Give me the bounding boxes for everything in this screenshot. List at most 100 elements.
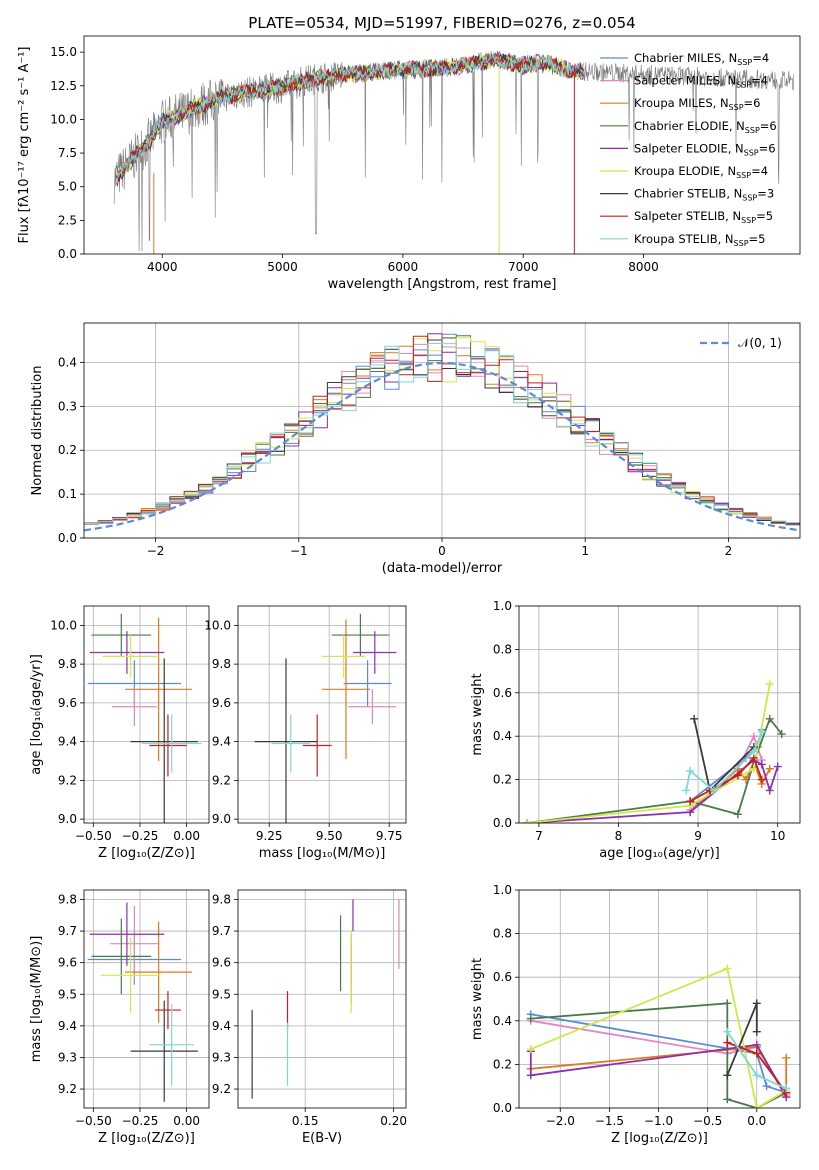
y-tick-label: 0.2 (493, 773, 512, 787)
plus-marker (782, 1053, 791, 1062)
x-tick-label: −1.0 (644, 1114, 673, 1128)
plus-marker (526, 1045, 535, 1054)
x-tick-label: 8 (615, 829, 623, 843)
plus-marker (733, 810, 742, 819)
legend-label-main: Chabrier ELODIE, N (634, 119, 745, 133)
age-vs-Z-panel: −0.50 −0.25 0.00 9.0 9.2 9.4 9.6 9.8 10.0 Z [log₁… (29, 605, 210, 861)
legend-label-tail: =5 (749, 232, 766, 246)
plus-marker (757, 775, 766, 784)
plus-marker (749, 732, 758, 741)
errorbar-chabrier-miles (343, 660, 392, 707)
errorbar-chabrier-elodie (91, 918, 152, 995)
plus-marker (777, 730, 786, 739)
x-tick-label: 9.50 (316, 829, 343, 843)
series-line (529, 1043, 787, 1098)
plot-frame (83, 605, 210, 824)
y-tick-label: 0.0 (58, 247, 77, 261)
y-tick-label: 0.0 (58, 531, 77, 545)
model-spectrum-chabrier-stelib (116, 52, 584, 182)
errorbar-marks (87, 613, 202, 823)
plus-marker (723, 1027, 732, 1036)
x-tick-label: 9 (694, 829, 702, 843)
legend-label-main: Salpeter ELODIE, N (634, 141, 744, 155)
y-axis-label: mass [log₁₀(M/M⊙)] (29, 936, 44, 1063)
legend-label-main: Kroupa ELODIE, N (634, 164, 736, 178)
x-tick-label: 6000 (388, 260, 419, 274)
x-tick-label: −1 (290, 544, 308, 558)
y-tick-label: 9.2 (58, 1082, 77, 1096)
legend-label-salpeter-miles: Salpeter MILES, NSSP=4 (634, 74, 768, 90)
y-tick-label: 9.4 (212, 1019, 231, 1033)
series-kroupa-stelib (682, 727, 766, 795)
errorbar-salpeter-elodie (89, 902, 165, 966)
x-tick-label: −0.50 (75, 829, 112, 843)
x-axis-label: Z [log₁₀(Z/Z⊙)] (98, 846, 195, 861)
y-tick-label: 9.3 (212, 1050, 231, 1064)
y-axis-label: Flux [fλ10⁻¹⁷ erg cm⁻² s⁻¹ A⁻¹] (17, 47, 32, 244)
y-tick-label: 9.6 (212, 696, 231, 710)
spectrum-panel: 4000 5000 6000 7000 8000 0.0 2.5 5.0 7.5 10.0 12.5… (17, 14, 801, 292)
x-tick-label: −0.25 (122, 829, 159, 843)
plot-frame (237, 605, 407, 824)
legend-label-sub: SSP (736, 171, 751, 180)
y-tick-label: 9.8 (58, 892, 77, 906)
y-tick-label: 9.2 (212, 773, 231, 787)
y-tick-label: 10.0 (50, 112, 77, 126)
y-tick-label: 9.8 (212, 892, 231, 906)
x-tick-label: 8000 (628, 260, 659, 274)
errorbar-kroupa-elodie (322, 635, 366, 678)
mass-vs-Z-panel: −0.50 −0.25 0.00 9.2 9.3 9.4 9.5 9.6 9.7 9.8 Z [lo… (29, 889, 210, 1146)
errorbar-kroupa-miles (125, 617, 193, 761)
legend-label-tail: =3 (757, 187, 774, 201)
x-tick-label: 0 (438, 544, 446, 558)
plus-marker (765, 680, 774, 689)
massweight-vs-Z-panel: −2.0 −1.5 −1.0 −0.5 0.0 0.0 0.2 0.4 0.6 0.8 1.0 Z [… (470, 883, 801, 1146)
legend-label-chabrier-miles: Chabrier MILES, NSSP=4 (634, 51, 769, 67)
y-tick-label: 9.3 (58, 1050, 77, 1064)
plus-marker (762, 1082, 771, 1091)
y-tick-label: 9.2 (58, 773, 77, 787)
series-kroupa-stelib (723, 1027, 791, 1093)
legend-label-main: Chabrier STELIB, N (634, 187, 742, 201)
errorbar-salpeter-miles (111, 687, 157, 727)
x-axis-label: wavelength [Angstrom, rest frame] (328, 277, 557, 292)
chart-title: PLATE=0534, MJD=51997, FIBERID=0276, z=0… (248, 14, 635, 32)
series-salpeter-elodie (526, 1040, 791, 1102)
age-vs-mass-panel: 9.25 9.50 9.75 9.0 9.2 9.4 9.6 9.8 10.0 mass [log… (204, 605, 407, 861)
legend-label-sub: SSP (742, 194, 757, 203)
y-axis-label: mass weight (470, 673, 485, 755)
x-tick-label: −2 (147, 544, 165, 558)
y-tick-label: 12.5 (50, 79, 77, 93)
x-tick-label: 1 (581, 544, 589, 558)
legend-label-tail: =4 (751, 164, 768, 178)
y-tick-label: 0.0 (493, 1101, 512, 1115)
legend-label-tail: =6 (760, 119, 777, 133)
legend-label-sub: SSP (744, 148, 759, 157)
plot-frame (518, 889, 801, 1109)
plus-marker (723, 999, 732, 1008)
y-tick-label: 9.5 (58, 987, 77, 1001)
y-tick-label: 0.8 (493, 927, 512, 941)
y-tick-label: 0.0 (493, 816, 512, 830)
plus-marker (733, 771, 742, 780)
plus-marker (526, 1014, 535, 1023)
y-tick-label: 0.4 (493, 729, 512, 743)
model-spectrum-salpeter-stelib (116, 50, 575, 188)
errorbar-salpeter-elodie (89, 631, 165, 674)
legend-label-tail: =5 (756, 209, 773, 223)
legend-label-salpeter-stelib: Salpeter STELIB, NSSP=5 (634, 209, 773, 225)
y-tick-label: 9.0 (58, 812, 77, 826)
errorbar-chabrier-stelib (254, 658, 318, 823)
plus-marker (752, 1104, 761, 1108)
x-tick-label: −1.5 (595, 1114, 624, 1128)
plus-marker (723, 1071, 732, 1080)
x-tick-label: 9.75 (376, 829, 403, 843)
x-axis-label: age [log₁₀(age/yr)] (599, 846, 720, 861)
plus-marker (757, 760, 766, 769)
legend-label-chabrier-elodie: Chabrier ELODIE, NSSP=6 (634, 119, 777, 135)
plus-marker (723, 964, 732, 973)
y-tick-label: 9.2 (212, 1082, 231, 1096)
y-tick-label: 5.0 (58, 180, 77, 194)
histogram-lines (84, 333, 800, 532)
y-tick-label: 1.0 (493, 599, 512, 613)
